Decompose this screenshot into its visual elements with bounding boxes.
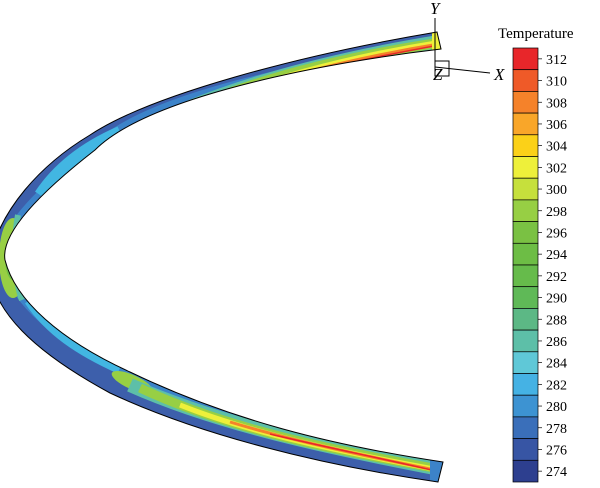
legend-tick-label: 302 [546,161,567,176]
legend-swatch [512,286,539,309]
legend-tick-label: 274 [546,465,567,480]
legend-tick-label: 282 [546,378,567,393]
legend-tick-label: 280 [546,400,567,415]
legend-swatch [512,221,539,244]
legend-swatch [512,91,539,114]
legend-tick-label: 290 [546,292,567,307]
legend-swatch [512,394,539,418]
legend-tick-label: 308 [546,96,567,111]
legend-swatch [512,156,539,179]
legend-swatch [512,242,539,266]
legend-swatch [512,329,539,353]
legend-swatch [512,69,539,92]
legend-swatch [512,47,539,71]
legend-tick-label: 294 [546,248,567,263]
z-axis-label: Z [433,65,443,84]
legend-tick-label: 312 [546,53,567,68]
z-axis-box [434,60,450,77]
curved-band-contour [0,32,443,482]
legend-tick-label: 292 [546,270,567,285]
legend-tick-label: 276 [546,443,567,458]
legend-swatch [512,177,539,201]
legend-title: Temperature [498,26,574,42]
x-axis-label: X [493,65,505,84]
legend-tick-label: 298 [546,205,567,220]
legend-tick-label: 284 [546,357,567,372]
legend-tick-label: 286 [546,335,567,350]
legend-swatch [512,459,539,483]
legend-swatch [512,373,539,396]
legend-tick-label: 278 [546,422,567,437]
legend-tick-label: 296 [546,226,567,241]
legend-swatch [512,416,539,439]
x-axis-line [434,66,491,74]
legend-tick-labels: 312 310 308 306 304 302 300 298 296 294 292 290 288 2… [538,53,567,480]
legend-swatch [512,199,539,222]
legend-tick-label: 310 [546,75,567,90]
legend-swatch [512,308,539,331]
legend-tick-label: 306 [546,118,567,133]
legend-swatch [512,351,539,374]
legend-swatch [512,134,539,157]
y-axis-label: Y [430,0,441,18]
legend-tick-label: 304 [546,140,567,155]
temperature-legend: Temperature 312 310 308 306 304 302 300 298 296 2… [498,26,574,483]
legend-swatch [512,438,539,461]
legend-tick-label: 300 [546,183,567,198]
legend-swatch [512,264,539,288]
legend-tick-label: 288 [546,313,567,328]
coordinate-triad: Y X Z [430,0,505,84]
legend-swatch [512,112,539,136]
legend-colorbar [512,47,539,483]
